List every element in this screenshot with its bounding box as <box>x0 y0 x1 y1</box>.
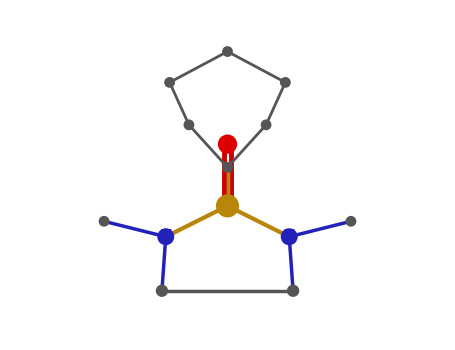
Circle shape <box>156 285 168 297</box>
Circle shape <box>218 134 237 154</box>
Circle shape <box>261 119 272 130</box>
Text: N: N <box>283 229 296 244</box>
Circle shape <box>281 228 298 245</box>
Circle shape <box>216 194 239 217</box>
Circle shape <box>99 216 110 227</box>
Circle shape <box>287 285 299 297</box>
Circle shape <box>222 162 233 173</box>
Text: O: O <box>220 135 235 153</box>
Circle shape <box>164 77 175 88</box>
Circle shape <box>183 119 194 130</box>
Text: P: P <box>222 197 233 215</box>
Circle shape <box>222 46 233 57</box>
Circle shape <box>345 216 356 227</box>
Text: N: N <box>159 229 172 244</box>
Circle shape <box>157 228 174 245</box>
Circle shape <box>280 77 291 88</box>
